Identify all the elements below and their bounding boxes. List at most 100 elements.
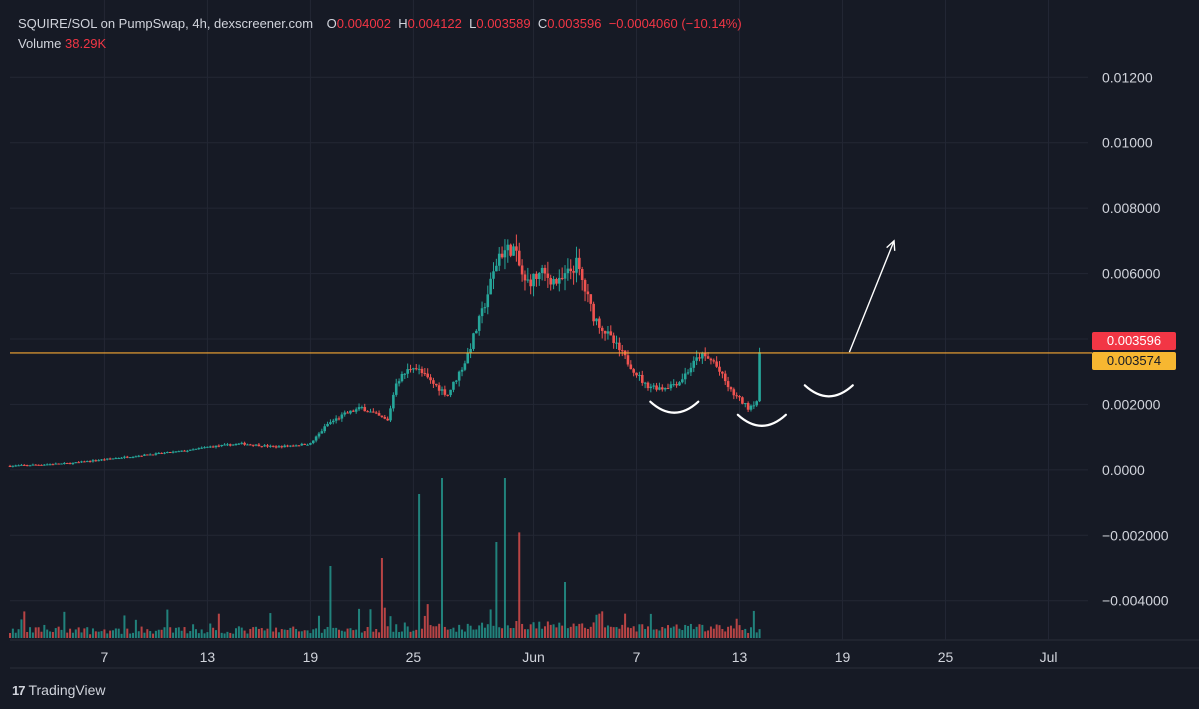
low-value: 0.003589 <box>476 16 531 31</box>
candle-body <box>512 246 515 256</box>
volume-bar <box>695 626 698 638</box>
candle-body <box>208 446 212 448</box>
y-tick-label: 0.008000 <box>1102 200 1161 216</box>
volume-bar <box>277 632 280 638</box>
volume-bar <box>363 631 366 638</box>
candle-body <box>157 452 161 454</box>
candle-body <box>469 348 472 353</box>
candle-body <box>260 446 264 448</box>
volume-bar <box>426 604 429 638</box>
volume-bar <box>340 630 343 638</box>
candle-body <box>91 460 95 462</box>
volume-bar <box>561 625 564 638</box>
volume-bar <box>220 632 223 638</box>
candle-body <box>240 442 244 444</box>
candle-body <box>412 368 415 370</box>
candle-body <box>506 244 510 251</box>
volume-bar <box>338 629 341 638</box>
candle-body <box>689 367 693 373</box>
candle-body <box>640 374 644 383</box>
candle-body <box>374 412 378 414</box>
volume-bar <box>66 632 69 638</box>
y-tick-label: 0.01000 <box>1102 135 1153 151</box>
candle-body <box>311 440 315 444</box>
candle-body <box>486 294 490 308</box>
volume-bar <box>578 623 581 638</box>
candle-body <box>23 464 26 466</box>
volume-bar <box>509 628 512 638</box>
volume-bar <box>240 627 243 638</box>
volume-bar <box>481 622 484 638</box>
volume-bar <box>455 631 458 638</box>
volume-bar <box>446 629 449 638</box>
volume-bar <box>675 624 678 638</box>
volume-bar <box>217 613 220 638</box>
candle-body <box>632 369 635 373</box>
x-axis[interactable]: 7 13 19 25 Jun 7 13 19 25 Jul <box>101 649 1058 665</box>
candle-body <box>143 454 146 456</box>
volume-bar <box>678 628 681 638</box>
volume-bar <box>744 628 747 638</box>
candle-body <box>146 454 149 456</box>
volume-bar <box>189 631 192 638</box>
volume-bar <box>618 628 621 638</box>
candle-body <box>701 353 704 359</box>
volume-bar <box>352 630 355 638</box>
volume-bar <box>684 624 687 638</box>
candle-body <box>489 278 492 295</box>
candle-body <box>197 448 201 450</box>
volume-bar <box>74 629 77 638</box>
symbol-title[interactable]: SQUIRE/SOL on PumpSwap, 4h, dexscreener.… <box>18 16 314 31</box>
volume-bar <box>721 628 724 638</box>
volume-bar <box>51 631 54 638</box>
volume-bar <box>558 622 561 638</box>
candle-body <box>309 443 312 445</box>
volume-bar <box>646 626 649 638</box>
candle-body <box>83 461 86 463</box>
volume-bar <box>380 558 383 638</box>
candle-body <box>243 442 246 445</box>
candle-body <box>320 431 324 434</box>
volume-bar <box>232 633 235 638</box>
candle-body <box>114 458 118 460</box>
candle-body <box>369 411 372 413</box>
candle-body <box>48 464 52 466</box>
volume-bar <box>727 626 730 638</box>
volume-bar <box>584 627 587 638</box>
candle-body <box>729 387 733 390</box>
candle-body <box>400 373 404 382</box>
x-tick-label: 7 <box>101 649 109 665</box>
volume-bar <box>692 629 695 638</box>
volume-bar <box>698 624 701 638</box>
candle-body <box>578 257 581 269</box>
candle-body <box>520 265 524 275</box>
volume-bar <box>134 619 137 638</box>
line-price-tag[interactable]: 0.003574 <box>1092 352 1176 370</box>
candle-body <box>186 450 189 452</box>
volume-bar <box>69 628 72 638</box>
x-tick-label: 19 <box>303 649 319 665</box>
candle-body <box>643 382 647 384</box>
volume-bar <box>226 631 229 638</box>
candle-body <box>449 389 452 396</box>
candle-body <box>600 327 604 331</box>
volume-bar <box>546 621 549 638</box>
candle-body <box>283 445 286 448</box>
candle-body <box>606 331 610 334</box>
volume-bar <box>154 630 157 638</box>
volume-bar <box>707 630 710 638</box>
volume-bar <box>266 628 269 638</box>
candle-body <box>483 307 487 309</box>
candle-body <box>291 445 295 447</box>
candle-body <box>460 369 464 372</box>
tradingview-branding[interactable]: 17 TradingView <box>12 682 106 698</box>
pattern-annotations <box>649 239 896 427</box>
candle-body <box>589 294 593 304</box>
volume-bar <box>146 629 149 638</box>
tradingview-logo-icon: 17 <box>12 682 26 698</box>
volume-bar <box>312 629 315 638</box>
candle-body <box>752 405 756 407</box>
close-label: C <box>537 16 548 31</box>
candle-body <box>254 444 258 446</box>
